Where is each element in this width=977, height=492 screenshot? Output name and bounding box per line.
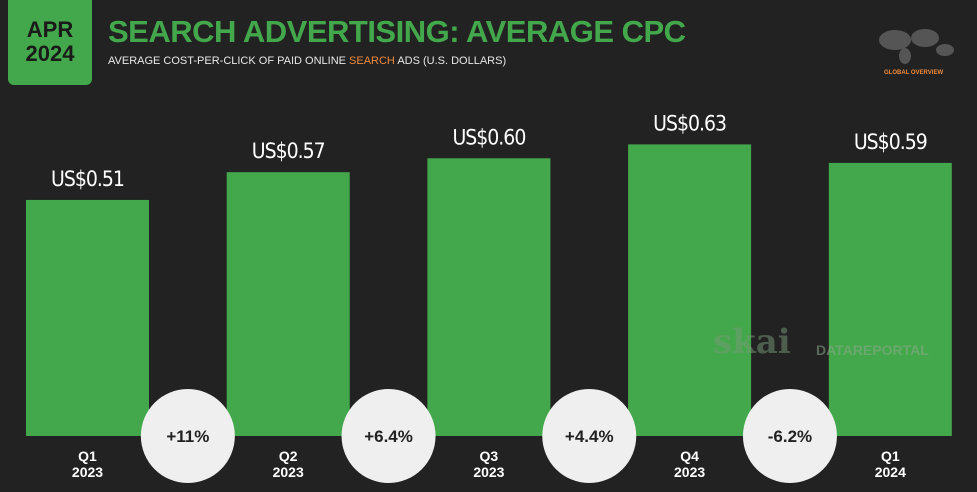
badge-year: 2024 — [25, 41, 75, 66]
value-label: US$0.59 — [854, 130, 927, 154]
change-badge — [542, 389, 637, 483]
badge-month: APR — [26, 17, 74, 42]
x-tick-label: Q4 2023 — [674, 448, 706, 480]
change-label: +11% — [166, 427, 209, 446]
x-tick-label: Q2 2023 — [272, 448, 304, 480]
value-label: US$0.51 — [51, 167, 124, 191]
change-badge — [140, 389, 235, 483]
change-label: -6.2% — [768, 427, 812, 446]
x-tick-label: Q1 2024 — [874, 448, 906, 480]
x-tick-label: Q3 2023 — [473, 448, 505, 480]
bar — [427, 158, 551, 437]
subtitle-highlight: SEARCH — [349, 55, 395, 67]
date-badge: APR 2024 — [8, 0, 92, 85]
watermark: skai — [713, 322, 791, 362]
change-badge — [742, 389, 837, 483]
watermark: DATAREPORTAL — [816, 342, 929, 358]
subtitle-part: AVERAGE COST-PER-CLICK OF PAID ONLINE — [108, 55, 350, 67]
change-badge — [341, 389, 436, 483]
bar — [226, 172, 350, 436]
subtitle: AVERAGE COST-PER-CLICK OF PAID ONLINE SE… — [108, 55, 506, 67]
value-label: US$0.63 — [653, 111, 726, 135]
subtitle-part: ADS (U.S. DOLLARS) — [394, 55, 507, 67]
change-label: +6.4% — [364, 427, 413, 446]
value-label: US$0.57 — [252, 139, 325, 163]
title: SEARCH ADVERTISING: AVERAGE CPC — [108, 14, 686, 49]
change-label: +4.4% — [565, 427, 614, 446]
world-map-icon — [879, 29, 954, 64]
value-label: US$0.60 — [452, 125, 525, 149]
x-tick-label: Q1 2023 — [71, 448, 104, 480]
bar — [828, 162, 952, 436]
bar — [26, 199, 149, 436]
corner-label: GLOBAL OVERVIEW — [884, 70, 944, 76]
bar — [628, 144, 752, 436]
